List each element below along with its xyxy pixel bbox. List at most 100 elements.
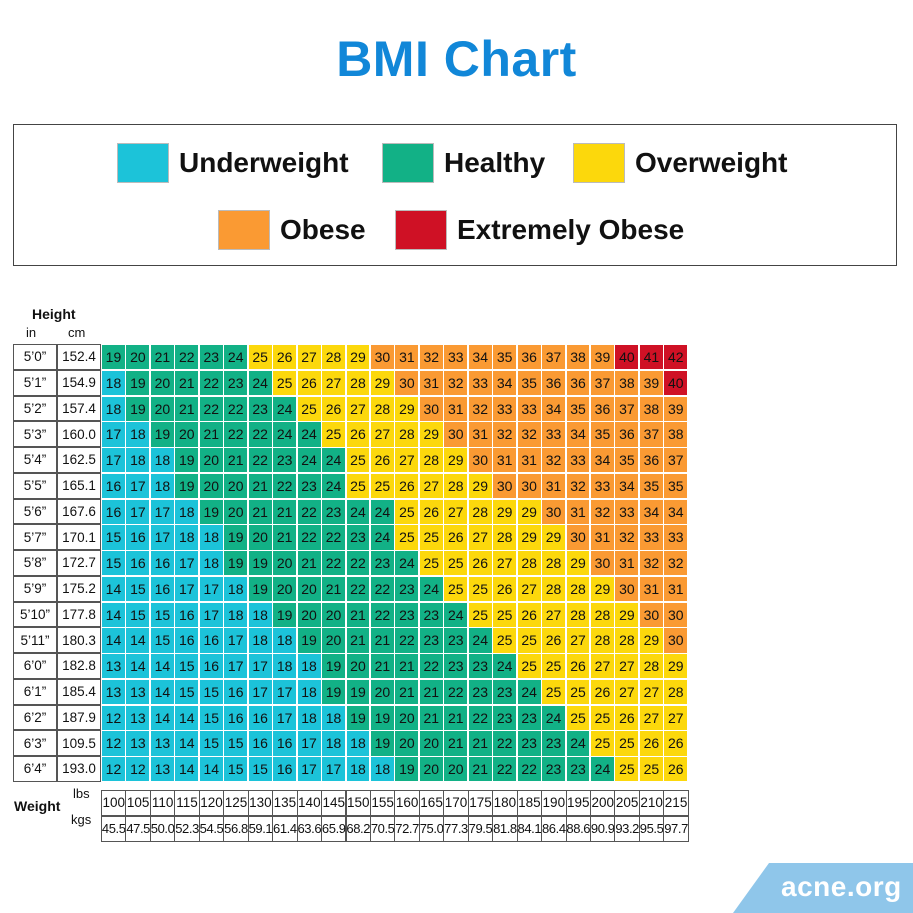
bmi-cell: 17 xyxy=(174,550,200,577)
bmi-cell: 29 xyxy=(541,524,567,551)
bmi-cell: 20 xyxy=(223,498,249,525)
bmi-cell: 30 xyxy=(443,421,469,448)
bmi-cell: 30 xyxy=(418,395,444,422)
bmi-cell: 27 xyxy=(296,344,322,371)
height-cm-label: 187.9 xyxy=(57,704,101,731)
bmi-cell: 19 xyxy=(223,524,249,551)
weight-lbs-label: 145 xyxy=(321,789,347,816)
bmi-cell: 20 xyxy=(149,395,175,422)
bmi-cell: 27 xyxy=(541,601,567,628)
weight-kgs-label: 61.4 xyxy=(272,815,298,842)
weight-kgs-label: 50.0 xyxy=(149,815,176,842)
bmi-cell: 14 xyxy=(174,704,200,731)
bmi-cell: 24 xyxy=(272,421,298,448)
bmi-cell: 25 xyxy=(418,550,444,577)
bmi-cell: 32 xyxy=(638,550,664,577)
bmi-cell: 39 xyxy=(638,369,664,396)
bmi-cell: 20 xyxy=(296,601,322,628)
height-in-label: 6’2” xyxy=(13,704,57,731)
bmi-cell: 17 xyxy=(223,627,249,654)
bmi-cell: 29 xyxy=(638,627,664,654)
bmi-cell: 29 xyxy=(614,601,640,628)
bmi-cell: 23 xyxy=(223,369,249,396)
bmi-cell: 26 xyxy=(345,421,371,448)
bmi-cell: 22 xyxy=(394,627,420,654)
bmi-cell: 18 xyxy=(345,756,371,783)
bmi-cell: 34 xyxy=(663,498,689,525)
bmi-cell: 22 xyxy=(272,472,298,499)
bmi-cell: 12 xyxy=(101,756,126,783)
height-in-label: 5’6” xyxy=(13,498,57,525)
bmi-cell: 15 xyxy=(149,627,175,654)
chart-title: BMI Chart xyxy=(336,31,577,87)
weight-lbs-label: 200 xyxy=(590,789,616,816)
bmi-cell: 32 xyxy=(590,498,615,525)
bmi-cell: 16 xyxy=(223,678,249,705)
bmi-cell: 17 xyxy=(247,653,273,680)
bmi-cell: 23 xyxy=(418,601,444,628)
bmi-cell: 18 xyxy=(223,575,249,602)
bmi-cell: 20 xyxy=(345,653,371,680)
bmi-cell: 36 xyxy=(516,344,542,371)
height-in-label: 5’4” xyxy=(13,447,57,473)
bmi-cell: 17 xyxy=(296,730,322,757)
bmi-cell: 21 xyxy=(394,653,420,680)
weight-lbs-label: 195 xyxy=(565,789,591,816)
bmi-cell: 26 xyxy=(492,575,518,602)
bmi-cell: 18 xyxy=(198,550,224,577)
bmi-cell: 22 xyxy=(296,524,322,551)
bmi-cell: 13 xyxy=(101,678,126,705)
bmi-cell: 33 xyxy=(663,524,689,551)
height-cm-label: 180.3 xyxy=(57,627,101,653)
weight-kgs-label: 84.1 xyxy=(516,815,543,842)
bmi-cell: 17 xyxy=(198,601,224,628)
bmi-cell: 32 xyxy=(418,344,444,371)
bmi-cell: 15 xyxy=(174,678,200,705)
bmi-cell: 28 xyxy=(418,447,444,474)
bmi-cell: 19 xyxy=(101,344,126,371)
height-cm-label: 154.9 xyxy=(57,369,101,396)
height-in-label: 6’0” xyxy=(13,653,57,679)
bmi-cell: 25 xyxy=(467,575,493,602)
bmi-cell: 31 xyxy=(541,472,567,499)
bmi-cell: 25 xyxy=(394,524,420,551)
bmi-cell: 24 xyxy=(443,601,469,628)
bmi-cell: 31 xyxy=(565,498,591,525)
bmi-cell: 24 xyxy=(394,550,420,577)
bmi-cell: 23 xyxy=(516,730,542,757)
bmi-cell: 18 xyxy=(296,678,322,705)
bmi-cell: 32 xyxy=(565,472,591,499)
bmi-cell: 19 xyxy=(125,395,151,422)
bmi-cell: 27 xyxy=(663,704,689,731)
weight-lbs-label: 130 xyxy=(247,789,274,816)
bmi-cell: 28 xyxy=(369,395,395,422)
bmi-cell: 22 xyxy=(198,395,224,422)
bmi-cell: 26 xyxy=(321,395,346,422)
bmi-cell: 14 xyxy=(101,601,126,628)
bmi-cell: 22 xyxy=(345,550,371,577)
bmi-cell: 19 xyxy=(198,498,224,525)
weight-kgs-label: 68.2 xyxy=(345,815,371,842)
weight-kgs-label: 63.6 xyxy=(296,815,323,842)
bmi-cell: 21 xyxy=(223,447,249,474)
bmi-cell: 37 xyxy=(663,447,689,474)
bmi-cell: 35 xyxy=(492,344,518,371)
bmi-cell: 14 xyxy=(149,653,175,680)
bmi-cell: 24 xyxy=(345,498,371,525)
bmi-cell: 26 xyxy=(516,601,542,628)
bmi-cell: 28 xyxy=(541,550,567,577)
bmi-cell: 15 xyxy=(149,601,175,628)
height-in-label: 5’11” xyxy=(13,627,57,653)
weight-kgs-label: 93.2 xyxy=(614,815,640,842)
height-cm-label: 185.4 xyxy=(57,678,101,705)
bmi-cell: 22 xyxy=(296,498,322,525)
bmi-cell: 23 xyxy=(467,653,493,680)
bmi-cell: 15 xyxy=(125,601,151,628)
bmi-cell: 12 xyxy=(125,756,151,783)
bmi-cell: 30 xyxy=(663,627,689,654)
bmi-cell: 14 xyxy=(174,756,200,783)
bmi-cell: 37 xyxy=(590,369,615,396)
bmi-cell: 29 xyxy=(443,447,469,474)
bmi-cell: 18 xyxy=(223,601,249,628)
bmi-cell: 23 xyxy=(467,678,493,705)
